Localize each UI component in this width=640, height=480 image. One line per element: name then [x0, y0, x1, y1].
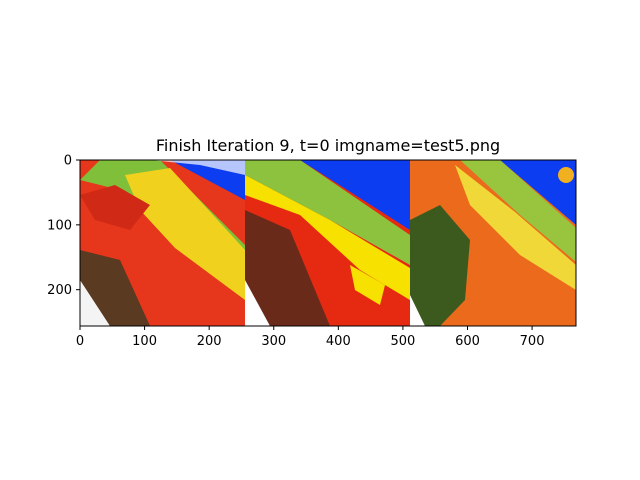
x-tick-label: 700 — [520, 334, 545, 349]
y-tick-label: 200 — [47, 283, 72, 298]
x-tick-label: 500 — [391, 334, 416, 349]
image-panel-3 — [410, 160, 576, 326]
image-area — [80, 160, 576, 326]
x-tick-label: 300 — [261, 334, 286, 349]
y-axis: 0 100 200 — [47, 154, 80, 298]
axes-frame — [79, 159, 577, 327]
x-tick-label: 0 — [76, 334, 84, 349]
x-tick-label: 200 — [197, 334, 222, 349]
y-tick-label: 100 — [47, 218, 72, 233]
image-panel-1 — [80, 160, 245, 326]
x-tick-label: 400 — [326, 334, 351, 349]
image-panel-2 — [245, 160, 410, 326]
x-tick-label: 100 — [132, 334, 157, 349]
x-axis: 0 100 200 300 400 500 600 700 — [76, 326, 545, 349]
x-tick-label: 600 — [455, 334, 480, 349]
y-tick-label: 0 — [64, 154, 72, 169]
chart-title: Finish Iteration 9, t=0 imgname=test5.pn… — [156, 136, 500, 155]
